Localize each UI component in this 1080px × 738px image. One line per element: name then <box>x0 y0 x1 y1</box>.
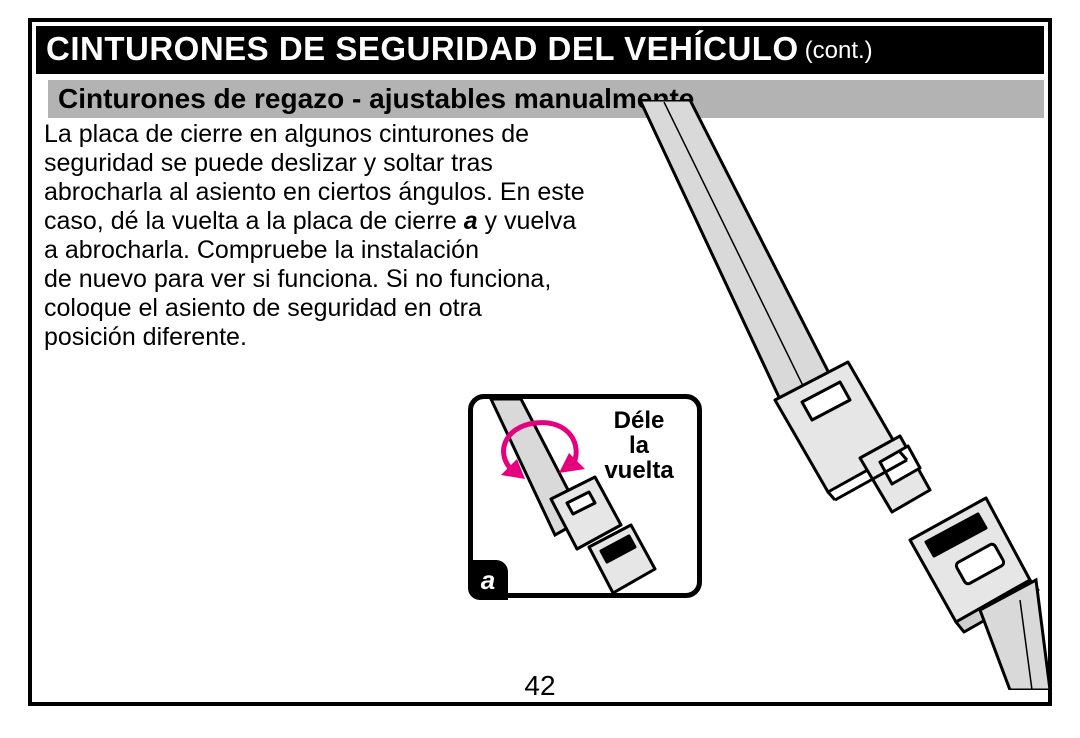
callout-label-text: a <box>481 565 495 596</box>
body-line: La placa de cierre en algunos cinturones… <box>44 120 529 148</box>
body-line: abrocharla al asiento en ciertos ángulos… <box>44 178 585 206</box>
section-header: CINTURONES DE SEGURIDAD DEL VEHÍCULO (co… <box>36 26 1044 74</box>
body-line: y vuelva <box>478 207 577 235</box>
body-paragraph: La placa de cierre en algunos cinturones… <box>44 120 604 352</box>
manual-page: CINTURONES DE SEGURIDAD DEL VEHÍCULO (co… <box>0 0 1080 738</box>
callout-line: la <box>629 432 649 459</box>
callout-line: Déle <box>614 407 665 434</box>
body-line: caso, dé la vuelta a la placa de cierre <box>44 207 464 235</box>
body-line: de nuevo para ver si funciona. Si no fun… <box>44 265 551 293</box>
callout-line: vuelta <box>604 457 673 484</box>
body-line: a abrocharla. Compruebe la instalación <box>44 236 479 264</box>
section-title: CINTURONES DE SEGURIDAD DEL VEHÍCULO <box>46 30 799 68</box>
body-em: a <box>464 207 478 235</box>
callout-text: Déle la vuelta <box>584 408 694 484</box>
body-line: posición diferente. <box>44 323 247 351</box>
callout-label: a <box>468 560 508 600</box>
body-line: coloque el asiento de seguridad en otra <box>44 294 482 322</box>
seatbelt-illustration <box>580 100 1050 690</box>
section-cont: (cont.) <box>805 37 873 65</box>
body-line: seguridad se puede deslizar y soltar tra… <box>44 149 493 177</box>
